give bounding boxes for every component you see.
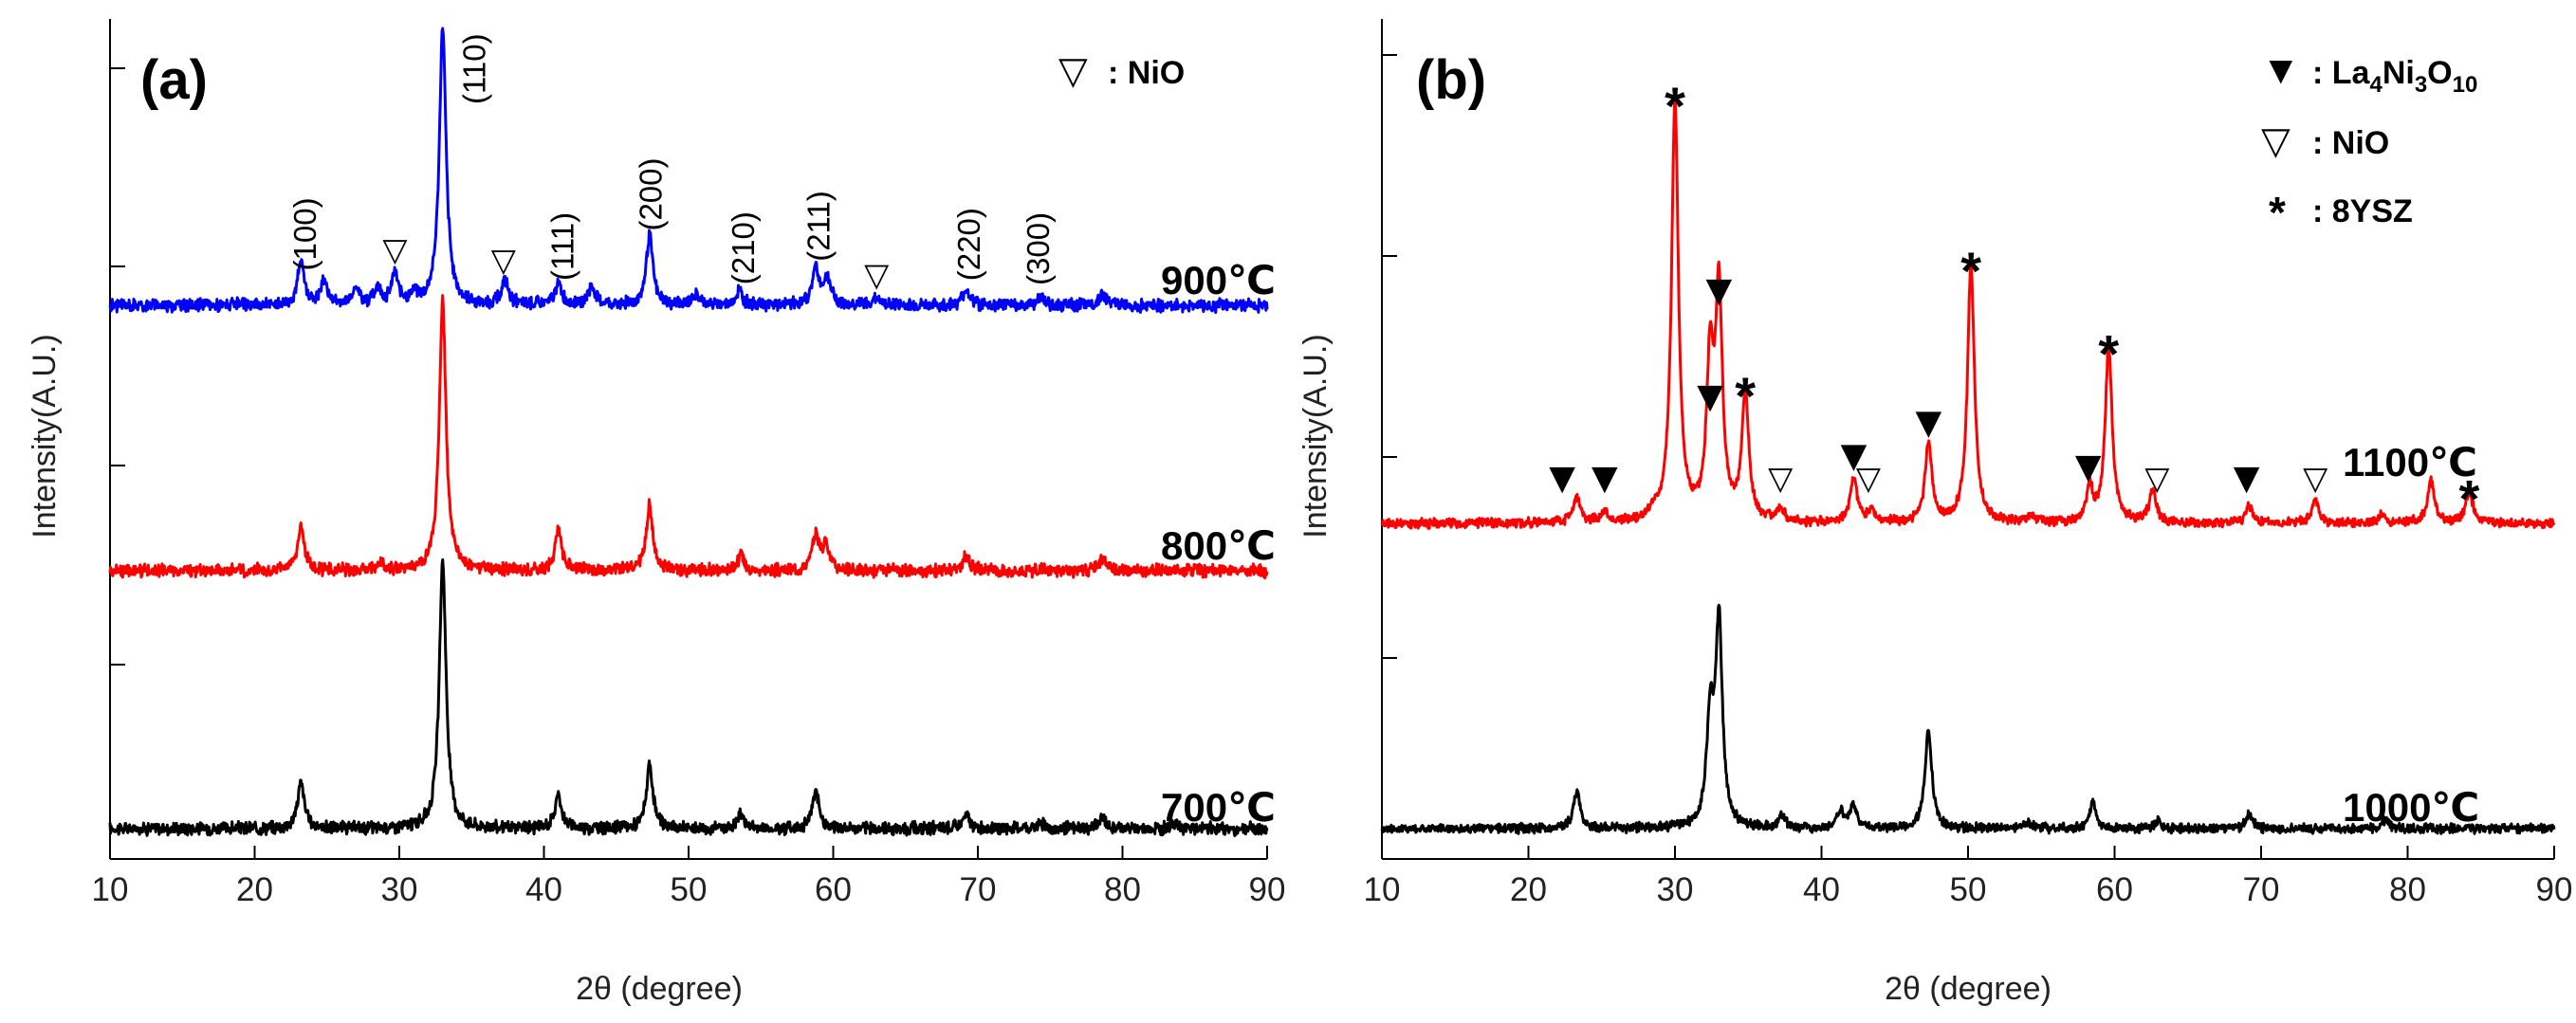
- la4ni3o10-sub: 10: [2453, 72, 2478, 98]
- panel-b-legend-la4ni3o10-label: : La4Ni3O10: [2312, 55, 2477, 98]
- ysz-star-marker: *: [2098, 324, 2119, 384]
- la4ni3o10-marker: ▼: [1549, 459, 1575, 498]
- panel-b-legend-nio-label: : NiO: [2312, 125, 2389, 161]
- miller-index-label: (110): [456, 33, 491, 104]
- panel-b-y-ticks: [1382, 54, 1397, 659]
- la4ni3o10-marker: ▼: [1706, 271, 1733, 310]
- panel-b: 10 20 30 40 50 60 70 80 90 *****▼ ▼▼▼▼▼▼ ▼▽ ▽ ▽ ▽ (b)…: [1297, 19, 2572, 1007]
- panel-b-label-1000: 1000℃: [2343, 785, 2479, 830]
- miller-index-label: (111): [544, 212, 580, 281]
- ysz-star-marker: *: [1665, 76, 1685, 136]
- panel-a-xtick-label: 10: [92, 871, 129, 908]
- panel-b-xtick-label: 20: [1510, 871, 1547, 908]
- la4ni3o10-marker: ▼: [1915, 403, 1941, 442]
- panel-a-traces: [108, 27, 1269, 837]
- panel-a-xtick-label: 80: [1104, 871, 1141, 908]
- panel-a-y-axis-title: Intensity(A.U.): [27, 334, 63, 538]
- panel-a: 10 20 30 40 50 60 70 80 90 (100)(110)(111)(200)(…: [27, 19, 1285, 1007]
- la4ni3o10-marker: ▼: [1592, 459, 1618, 498]
- trace-1000c: [1380, 603, 2556, 835]
- ysz-star-marker: *: [2458, 468, 2479, 528]
- panel-b-xtick-label: 80: [2389, 871, 2426, 908]
- panel-a-xtick-label: 60: [815, 871, 852, 908]
- panel-a-label: (a): [140, 49, 208, 111]
- panel-b-x-ticks: 10 20 30 40 50 60 70 80 90: [1364, 846, 2573, 908]
- panel-b-annotations: *****▼ ▼▼▼▼▼▼ ▼▽ ▽ ▽ ▽: [1549, 76, 2479, 529]
- panel-b-x-axis-title: 2θ (degree): [1885, 971, 2052, 1007]
- miller-index-label: (300): [1021, 212, 1056, 285]
- panel-b-label-1100: 1100℃: [2343, 440, 2477, 484]
- la4ni3o10-part: : La: [2312, 55, 2371, 91]
- panel-b-xtick-label: 40: [1803, 871, 1840, 908]
- panel-a-xtick-label: 30: [381, 871, 418, 908]
- panel-a-legend-nio-marker: ▽: [1058, 50, 1088, 92]
- miller-index-label: (211): [800, 191, 836, 262]
- panel-b-traces: [1380, 95, 2556, 835]
- panel-a-xtick-label: 70: [960, 871, 997, 908]
- nio-marker: ▽: [382, 231, 408, 269]
- panel-a-annotations: (100) (110) (111) (200) (210) (211) (220) (300)…: [287, 33, 1056, 294]
- panel-b-legend-nio-marker: ▽: [2261, 120, 2291, 162]
- la4ni3o10-part: O: [2427, 55, 2452, 91]
- panel-a-xtick-label: 40: [525, 871, 562, 908]
- panel-a-xtick-label: 50: [671, 871, 708, 908]
- la4ni3o10-part: Ni: [2383, 55, 2415, 91]
- ysz-star-marker: *: [1960, 241, 1981, 301]
- panel-a-legend: ▽ : NiO: [1058, 50, 1185, 92]
- miller-index-label: (200): [633, 157, 668, 230]
- panel-b-xtick-label: 70: [2243, 871, 2280, 908]
- panel-b-legend-la4ni3o10-marker: ▼: [2261, 47, 2301, 92]
- panel-a-label-700: 700℃: [1161, 785, 1276, 830]
- panel-b-legend-8ysz-label: : 8YSZ: [2312, 193, 2413, 229]
- nio-marker: ▽: [2303, 460, 2328, 498]
- la4ni3o10-marker: ▼: [2075, 448, 2102, 486]
- miller-index-label: (210): [726, 211, 761, 284]
- nio-marker: ▽: [491, 242, 517, 280]
- trace-800c: [108, 294, 1269, 580]
- la4ni3o10-sub: 3: [2415, 72, 2427, 98]
- ysz-star-marker: *: [1735, 366, 1756, 426]
- panel-b-legend-8ysz-marker: *: [2269, 188, 2286, 237]
- panel-b-legend: ▼ : La4Ni3O10 ▽ : NiO * : 8YSZ: [2261, 47, 2477, 237]
- panel-a-x-axis-title: 2θ (degree): [576, 971, 743, 1007]
- panel-b-label: (b): [1416, 49, 1486, 111]
- panel-a-xtick-label: 20: [236, 871, 273, 908]
- panel-b-xtick-label: 90: [2536, 871, 2573, 908]
- nio-marker: ▽: [2144, 460, 2170, 498]
- trace-700c: [108, 557, 1269, 837]
- miller-index-label: (220): [951, 208, 986, 281]
- nio-marker: ▽: [1856, 460, 1882, 498]
- panel-a-label-900: 900℃: [1161, 258, 1276, 302]
- la4ni3o10-marker: ▼: [1841, 437, 1868, 476]
- la4ni3o10-sub: 4: [2369, 72, 2383, 98]
- panel-b-xtick-label: 50: [1950, 871, 1987, 908]
- panel-a-label-800: 800℃: [1161, 523, 1276, 568]
- panel-b-xtick-label: 30: [1657, 871, 1694, 908]
- nio-marker: ▽: [1768, 460, 1794, 498]
- trace-900c: [108, 27, 1269, 315]
- panel-a-x-ticks: 10 20 30 40 50 60 70 80 90: [92, 846, 1286, 908]
- panel-a-xtick-label: 90: [1249, 871, 1286, 908]
- panel-b-xtick-label: 10: [1364, 871, 1401, 908]
- la4ni3o10-marker: ▼: [1697, 377, 1723, 416]
- la4ni3o10-marker: ▼: [2234, 459, 2260, 498]
- panel-b-xtick-label: 60: [2096, 871, 2133, 908]
- panel-a-y-ticks: [110, 67, 125, 666]
- panel-b-y-axis-title: Intensity(A.U.): [1297, 334, 1334, 538]
- miller-index-label: (100): [287, 197, 322, 270]
- nio-marker: ▽: [864, 257, 890, 295]
- panel-a-legend-nio-label: : NiO: [1108, 55, 1185, 91]
- trace-1100c: [1380, 95, 2556, 530]
